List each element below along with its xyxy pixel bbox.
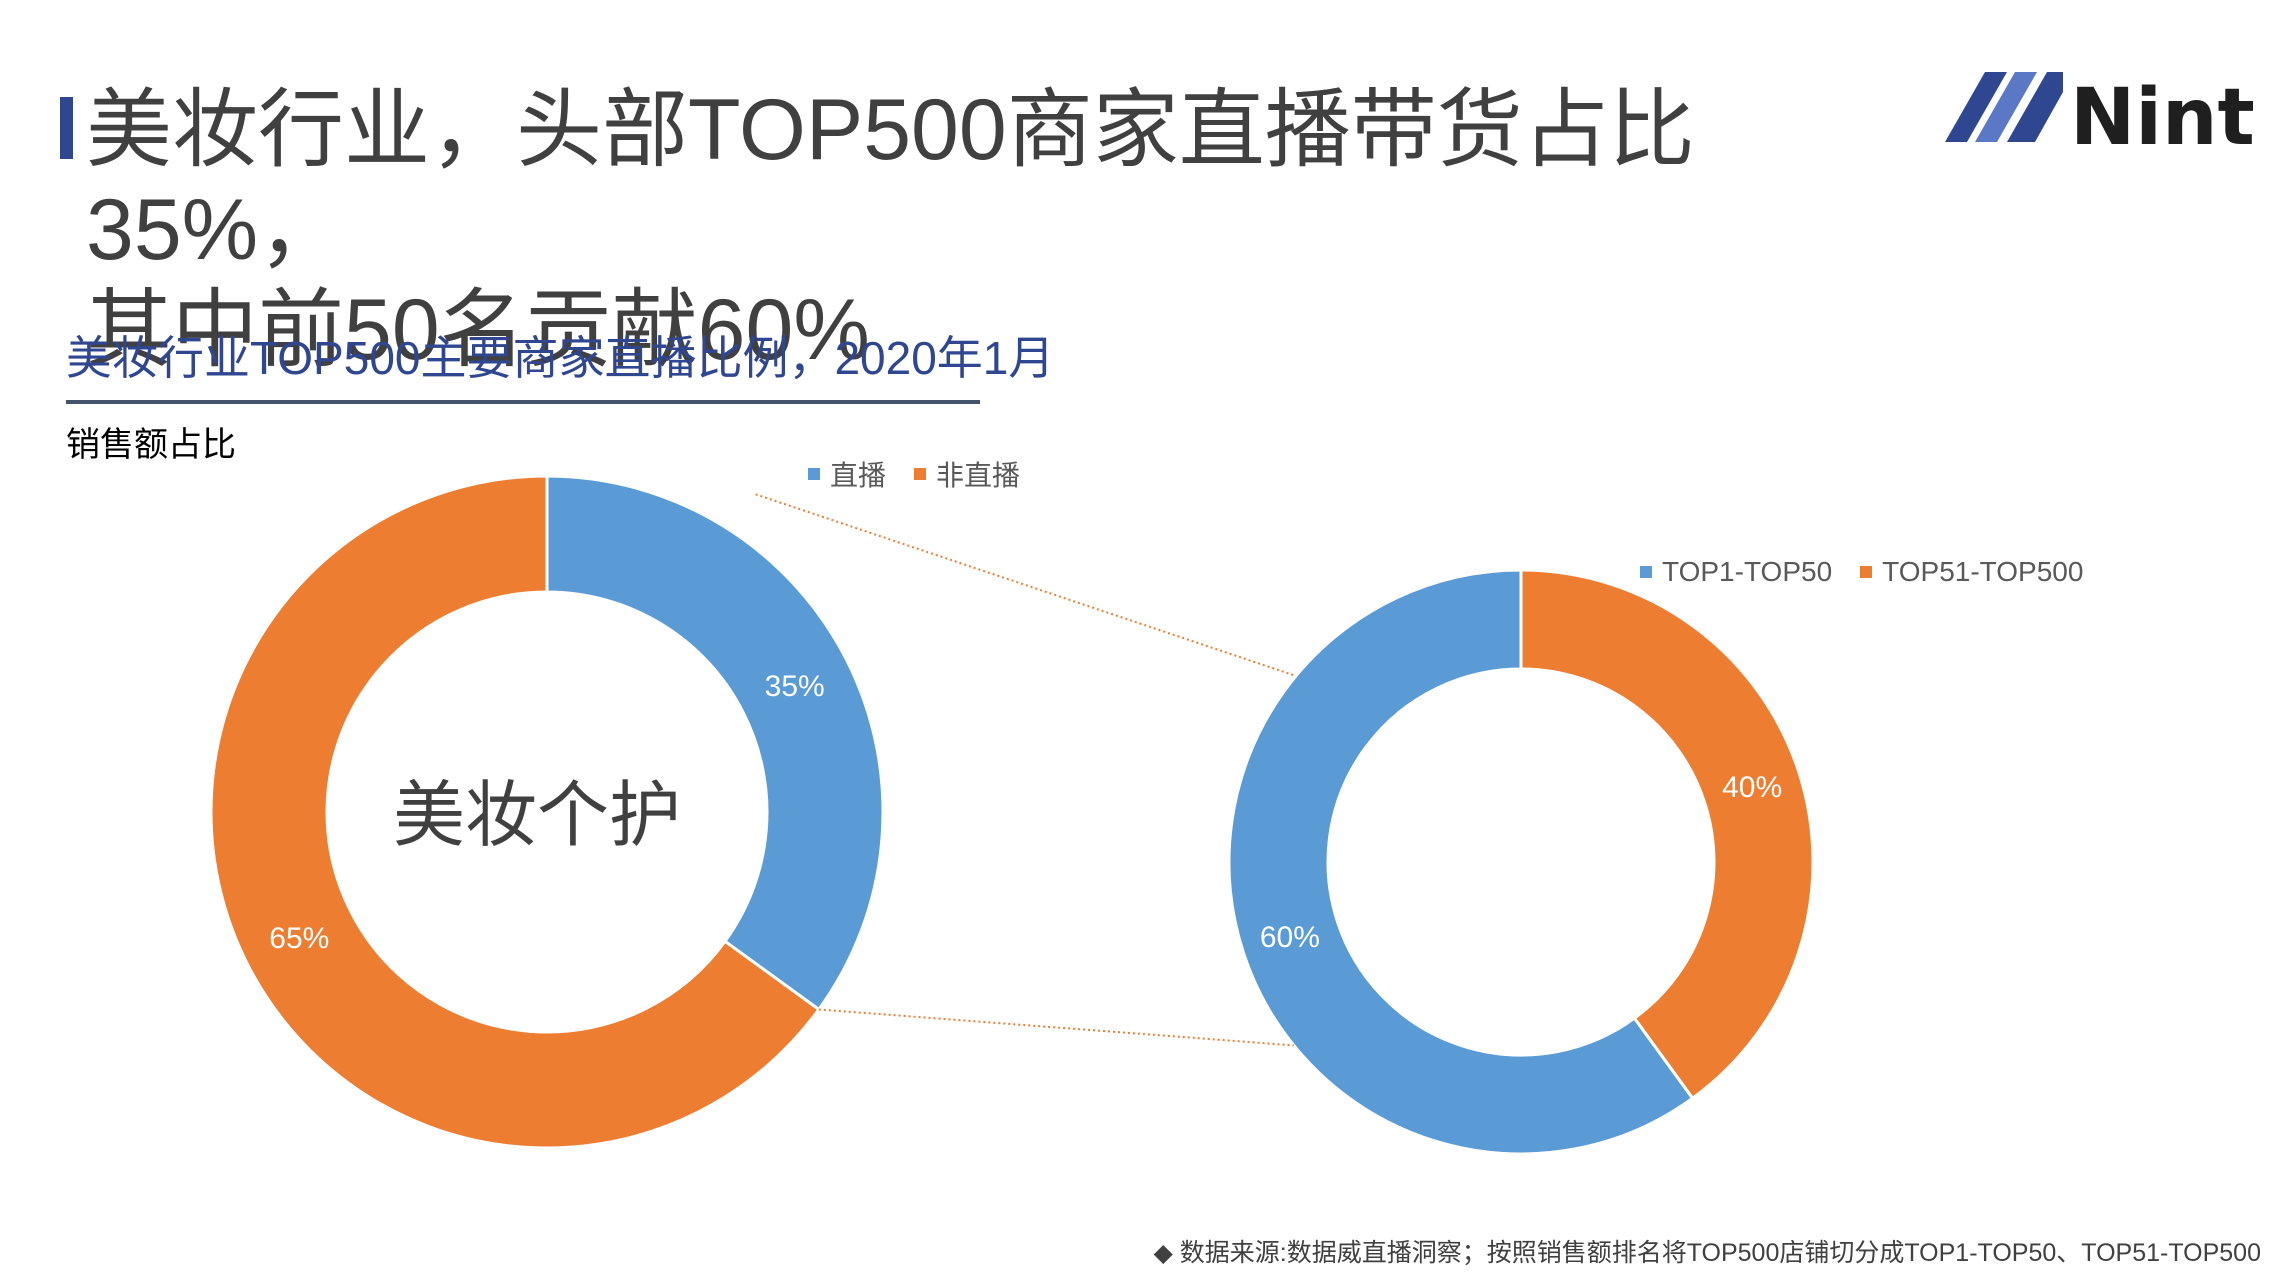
legend-item-nonlive: 非直播 bbox=[914, 454, 1020, 494]
legend-label-top51-500: TOP51-TOP500 bbox=[1882, 556, 2084, 587]
title-accent-bar bbox=[60, 97, 73, 159]
legend-label-nonlive: 非直播 bbox=[936, 460, 1021, 491]
footnote: ◆ 数据来源:数据威直播洞察；按照销售额排名将TOP500店铺切分成TOP1-T… bbox=[1154, 1236, 2261, 1270]
legend-item-live: 直播 bbox=[808, 454, 886, 494]
donut-1-slice-2 bbox=[209, 474, 821, 1150]
legend-item-top1-50: TOP1-TOP50 bbox=[1640, 556, 1832, 588]
donut-2-data-label-1: 60% bbox=[1260, 921, 1320, 954]
donut-2-slice-1 bbox=[1227, 568, 1695, 1156]
legend-swatch-nonlive bbox=[914, 468, 927, 480]
donut-1-data-label-2: 65% bbox=[269, 922, 329, 955]
nint-logo-mark bbox=[1945, 72, 2063, 142]
connector-line-top bbox=[755, 493, 1297, 677]
nint-logo-text: Nint bbox=[2070, 73, 2255, 162]
legend-label-top1-50: TOP1-TOP50 bbox=[1662, 556, 1833, 587]
legend-swatch-live bbox=[808, 468, 820, 480]
donut-1-data-label-1: 35% bbox=[765, 670, 825, 703]
legend-live-vs-nonlive: 直播 非直播 bbox=[808, 454, 1048, 494]
page-title-line-1: 美妆行业，头部TOP500商家直播带货占比35%， bbox=[86, 82, 1695, 278]
donut-1-center-label: 美妆个护 bbox=[393, 776, 681, 856]
y-axis-label: 销售额占比 bbox=[66, 426, 236, 464]
page-title: 美妆行业，头部TOP500商家直播带货占比35%， 其中前50名贡献60% bbox=[86, 80, 1936, 380]
donut-2-slice-2 bbox=[1519, 568, 1815, 1101]
legend-swatch-top51-500 bbox=[1860, 566, 1873, 578]
legend-item-top51-500: TOP51-TOP500 bbox=[1860, 556, 2083, 588]
donut-1-slice-1 bbox=[545, 474, 885, 1012]
nint-logo: Nint bbox=[1945, 72, 2255, 162]
footnote-text: 数据来源:数据威直播洞察；按照销售额排名将TOP500店铺切分成TOP1-TOP… bbox=[1179, 1239, 2261, 1267]
footnote-bullet-icon: ◆ bbox=[1153, 1239, 1173, 1267]
legend-top-tiers: TOP1-TOP50 TOP51-TOP500 bbox=[1640, 556, 2111, 588]
page-title-line-2: 其中前50名贡献60% bbox=[86, 282, 870, 378]
connector-line-bottom bbox=[818, 1008, 1294, 1047]
subtitle-underline bbox=[66, 400, 980, 404]
legend-label-live: 直播 bbox=[830, 460, 887, 491]
legend-swatch-top1-50 bbox=[1640, 566, 1652, 578]
donut-2-data-label-2: 40% bbox=[1722, 771, 1782, 804]
chart-subtitle: 美妆行业TOP500主要商家直播比例，2020年1月 bbox=[66, 332, 1055, 384]
